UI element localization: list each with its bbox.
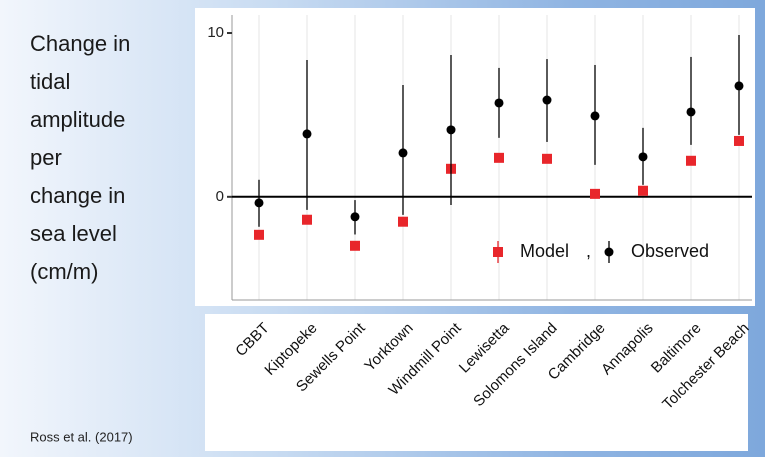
observed-point	[638, 152, 648, 162]
model-point	[542, 153, 552, 164]
source: Ross et al. (2017)	[30, 429, 133, 444]
observed-point	[398, 148, 408, 158]
observed-point	[590, 111, 600, 121]
model-point	[350, 240, 360, 251]
legend-label: Observed	[631, 241, 709, 261]
observed-point	[254, 198, 264, 208]
y-axis-title: Change in	[30, 31, 130, 56]
model-point	[302, 214, 312, 225]
observed-point	[734, 81, 744, 91]
legend-marker	[493, 247, 503, 257]
model-point	[686, 155, 696, 166]
legend-separator: ,	[586, 241, 591, 261]
model-point	[494, 152, 504, 163]
observed-point	[494, 98, 504, 108]
y-axis-title: (cm/m)	[30, 259, 98, 284]
y-axis-title: change in	[30, 183, 125, 208]
observed-point	[446, 125, 456, 135]
model-point	[398, 216, 408, 227]
plot-panel	[195, 8, 755, 306]
y-tick-label: 10	[207, 24, 224, 41]
y-axis-title: sea level	[30, 221, 117, 246]
y-axis-title: per	[30, 145, 62, 170]
observed-point	[350, 212, 360, 222]
label-panel	[205, 314, 748, 451]
model-point	[734, 135, 744, 146]
model-point	[254, 229, 264, 240]
observed-point	[686, 107, 696, 117]
observed-point	[302, 129, 312, 139]
y-axis-title: tidal	[30, 69, 70, 94]
y-tick-label: 0	[216, 188, 224, 205]
model-point	[590, 188, 600, 199]
y-axis-title: amplitude	[30, 107, 125, 132]
legend-marker	[604, 247, 614, 257]
model-point	[638, 185, 648, 196]
observed-point	[542, 95, 552, 105]
legend-label: Model	[520, 241, 569, 261]
